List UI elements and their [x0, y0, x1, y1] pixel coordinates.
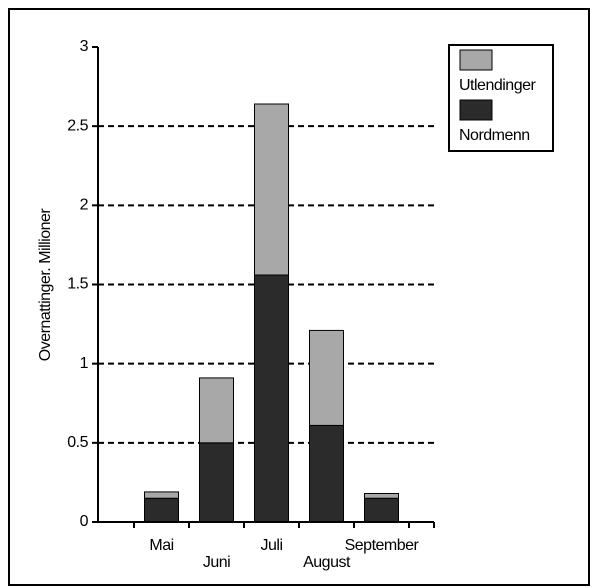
- x-tick-label: Juli: [260, 537, 282, 554]
- legend: [448, 44, 554, 152]
- y-tick-label: 3: [80, 38, 89, 55]
- bar-segment: [199, 442, 234, 523]
- x-tick-label: Juni: [203, 554, 230, 571]
- bar-segment: [364, 497, 399, 523]
- bar-segment: [309, 329, 344, 426]
- bar-segment: [144, 497, 179, 523]
- legend-swatch: [459, 99, 493, 121]
- y-tick-label: 1: [80, 355, 89, 372]
- bar-segment: [199, 377, 234, 444]
- x-tick-label: September: [345, 537, 420, 554]
- y-tick-label: 2: [80, 197, 89, 214]
- y-tick-label: 0.5: [67, 434, 88, 451]
- bar-segment: [309, 424, 344, 523]
- x-tick-label: Mai: [149, 537, 173, 554]
- legend-swatch: [459, 49, 493, 71]
- y-axis-label: Overnattinger. Millioner: [37, 208, 54, 362]
- x-tick-label: August: [303, 554, 351, 571]
- bar-segment: [254, 103, 289, 276]
- bar-segment: [144, 491, 179, 499]
- y-tick-label: 2.5: [67, 117, 88, 134]
- y-tick-label: 1.5: [67, 276, 88, 293]
- y-tick-label: 0: [80, 513, 89, 530]
- legend-label: Utlendinger: [459, 77, 537, 94]
- frame: [8, 8, 590, 586]
- legend-label: Nordmenn: [459, 127, 530, 144]
- bar-segment: [364, 493, 399, 499]
- bar-segment: [254, 274, 289, 523]
